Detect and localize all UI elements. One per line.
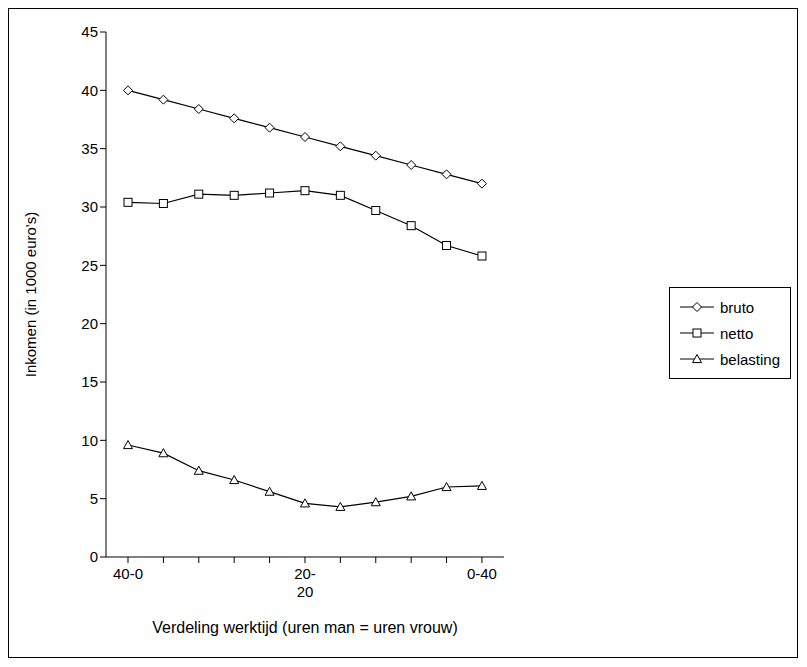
svg-text:25: 25 — [81, 257, 98, 274]
svg-text:30: 30 — [81, 198, 98, 215]
svg-text:0: 0 — [90, 548, 98, 565]
html-text:netto: netto — [720, 324, 754, 342]
svg-text:35: 35 — [81, 140, 98, 157]
svg-text:20: 20 — [81, 315, 98, 332]
html-text:bruto: bruto — [720, 298, 755, 316]
svg-text:Verdeling werktijd (uren man =: Verdeling werktijd (uren man = uren vrou… — [152, 619, 457, 636]
svg-text:20-: 20- — [294, 565, 316, 582]
svg-text:0-40: 0-40 — [467, 565, 497, 582]
svg-text:5: 5 — [90, 490, 98, 507]
svg-text:10: 10 — [81, 432, 98, 449]
svg-text:40-0: 40-0 — [113, 565, 143, 582]
svg-text:20: 20 — [297, 583, 314, 600]
svg-text:15: 15 — [81, 373, 98, 390]
svg-text:45: 45 — [81, 23, 98, 40]
svg-text:40: 40 — [81, 82, 98, 99]
html-text:belasting: belasting — [720, 350, 780, 368]
svg-text:Inkomen (in 1000 euro's): Inkomen (in 1000 euro's) — [22, 212, 39, 377]
